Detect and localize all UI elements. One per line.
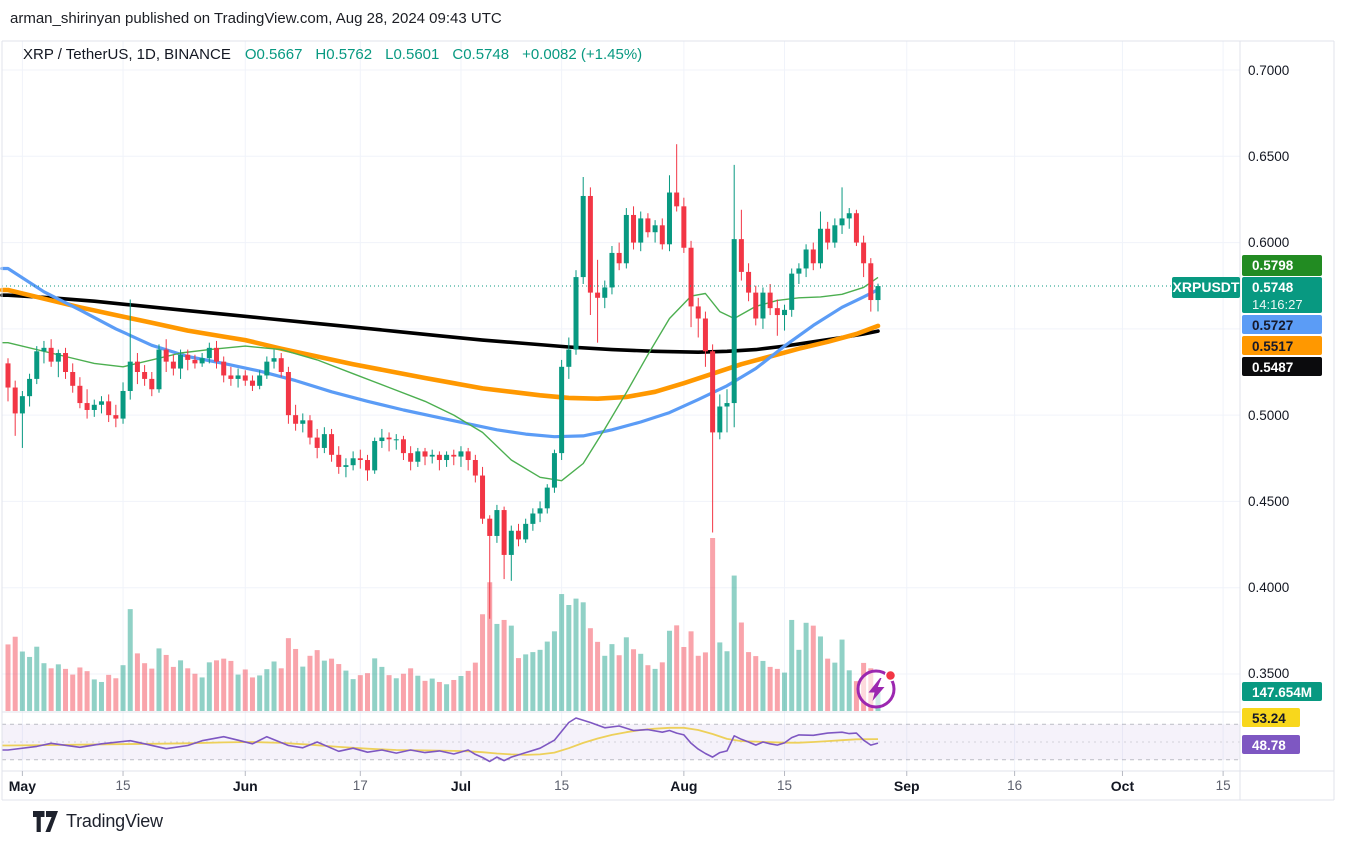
tradingview-logo[interactable]: TradingView bbox=[33, 811, 163, 832]
tradingview-logo-icon bbox=[33, 811, 58, 832]
time-tick-label: 16 bbox=[1007, 778, 1023, 793]
price-tick-label: 0.4500 bbox=[1248, 493, 1290, 509]
symbol-price-floating-label: XRPUSDT bbox=[1172, 277, 1240, 298]
time-tick-label: Jul bbox=[450, 778, 472, 794]
ohlc-values: O0.5667 H0.5762 L0.5601 C0.5748 bbox=[245, 46, 522, 63]
time-tick-label: Aug bbox=[670, 778, 698, 794]
ma-fast-value-badge: 0.5798 bbox=[1242, 255, 1322, 276]
price-tick-label: 0.6500 bbox=[1248, 148, 1290, 164]
change-value: +0.0082 (+1.45%) bbox=[522, 46, 643, 63]
rsi-value-badge: 48.78 bbox=[1242, 735, 1300, 754]
ma-mid-value-badge: 0.5727 bbox=[1242, 315, 1322, 334]
price-tick-label: 0.6000 bbox=[1248, 235, 1290, 251]
price-tick-label: 0.5000 bbox=[1248, 407, 1290, 423]
time-tick-label: 15 bbox=[777, 778, 793, 793]
ohlc-h-value: H0.5762 bbox=[315, 46, 373, 63]
chart-legend: XRP / TetherUS, 1D, BINANCE O0.5667 H0.576… bbox=[23, 46, 642, 63]
price-tick-label: 0.7000 bbox=[1248, 62, 1290, 78]
publish-attribution-line: arman_shirinyan published on TradingView… bbox=[10, 10, 502, 27]
time-tick-label: Jun bbox=[232, 778, 258, 794]
ma-long-value-badge: 0.5487 bbox=[1242, 357, 1322, 376]
symbol-title[interactable]: XRP / TetherUS, 1D, BINANCE bbox=[23, 46, 231, 63]
tradingview-wordmark: TradingView bbox=[66, 811, 163, 831]
ohlc-c-value: C0.5748 bbox=[452, 46, 510, 63]
time-tick-label: Oct bbox=[1110, 778, 1135, 794]
ma-slow-value-badge: 0.5517 bbox=[1242, 336, 1322, 355]
rsi-ma-value-badge: 53.24 bbox=[1242, 708, 1300, 727]
volume-value-badge: 147.654M bbox=[1242, 682, 1322, 701]
price-tick-label: 0.4000 bbox=[1248, 580, 1290, 596]
ohlc-o-value: O0.5667 bbox=[244, 46, 303, 63]
time-tick-label: 15 bbox=[554, 778, 570, 793]
time-tick-label: 15 bbox=[115, 778, 131, 793]
lightning-icon bbox=[856, 669, 897, 709]
bar-countdown-timer: 14:16:27 bbox=[1252, 297, 1303, 312]
price-tick-label: 0.3500 bbox=[1248, 666, 1290, 682]
time-tick-label: 17 bbox=[352, 778, 368, 793]
time-tick-label: 15 bbox=[1215, 778, 1231, 793]
boost-flash-button[interactable] bbox=[853, 664, 901, 712]
ohlc-l-value: L0.5601 bbox=[385, 46, 440, 63]
last-price-badge: 0.5748 14:16:27 bbox=[1242, 277, 1322, 313]
time-tick-label: Sep bbox=[893, 778, 920, 794]
time-tick-label: May bbox=[8, 778, 36, 794]
